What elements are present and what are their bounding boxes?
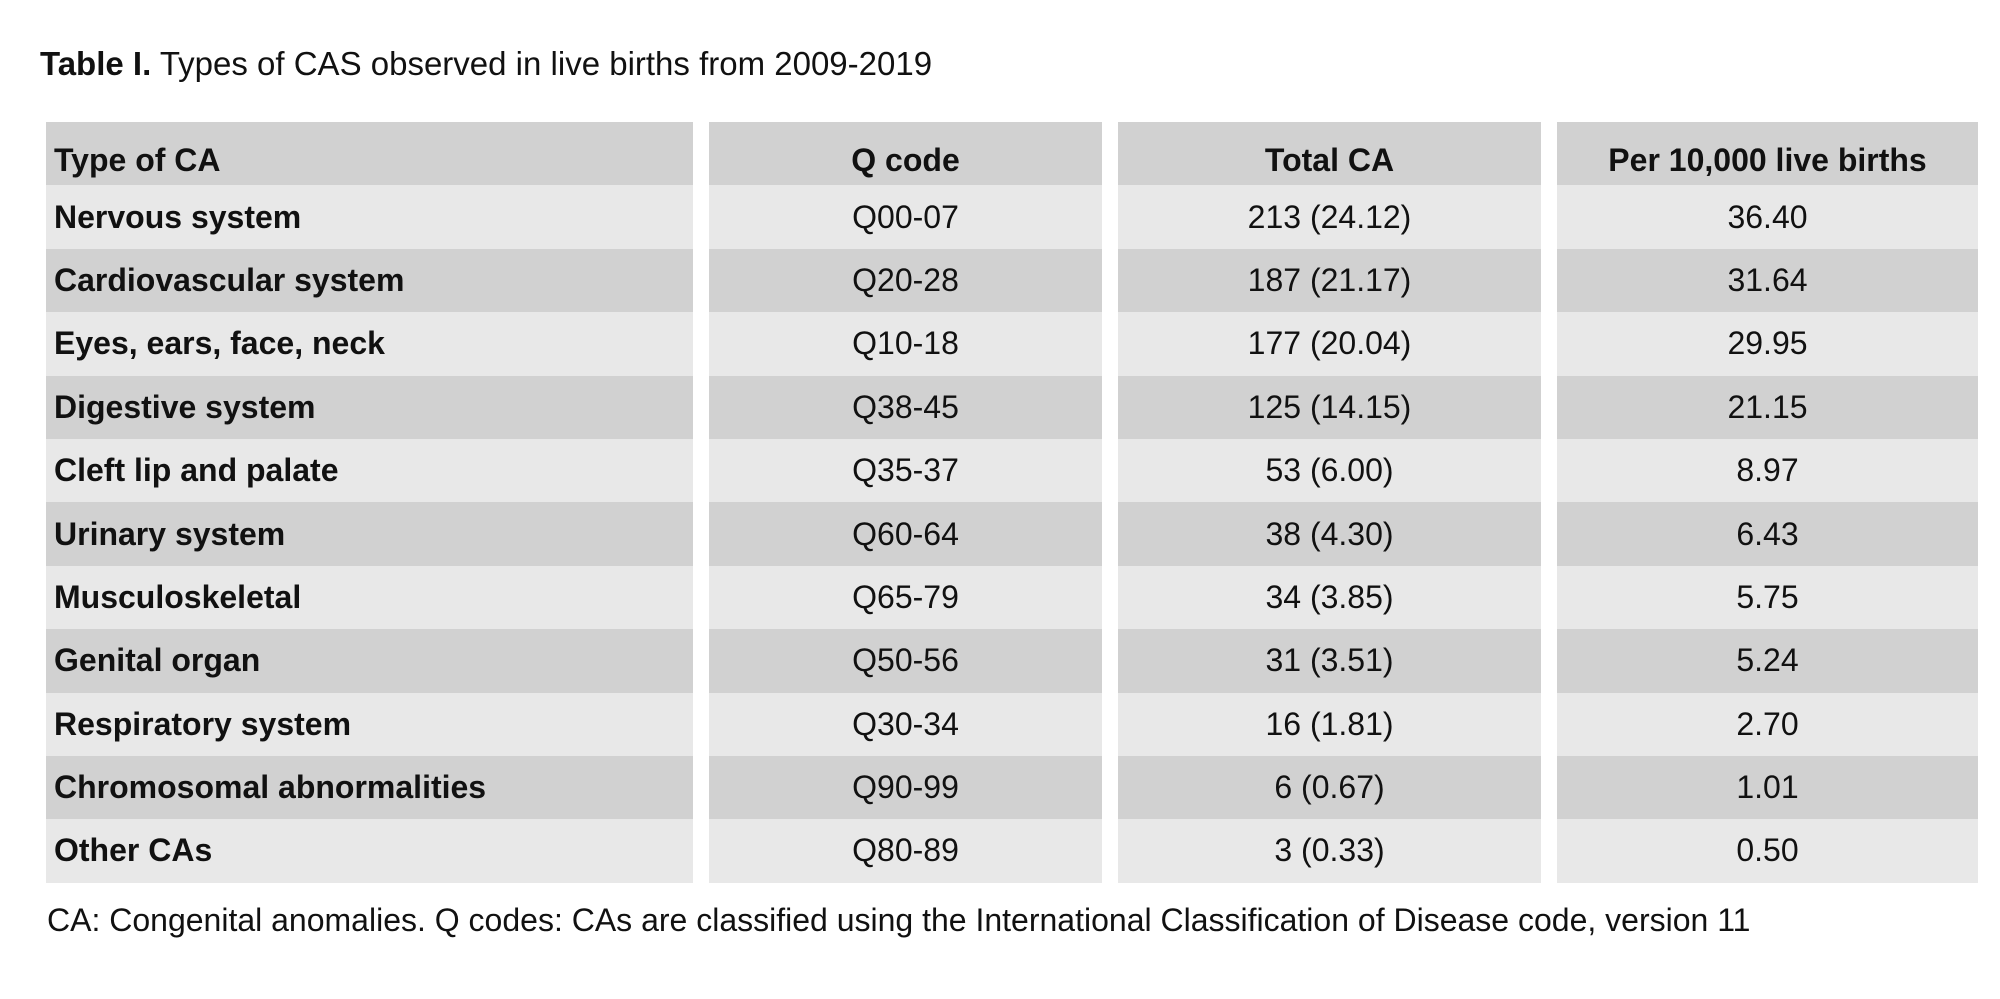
cell-type-of-ca: Cardiovascular system bbox=[46, 248, 693, 313]
cell-per-10000: 21.15 bbox=[1557, 375, 1978, 439]
table-row: Nervous system Q00-07 213 (24.12) 36.40 bbox=[46, 185, 1978, 249]
table-caption-text: Types of CAS observed in live births fro… bbox=[159, 45, 933, 82]
table-row: Digestive system Q38-45 125 (14.15) 21.1… bbox=[46, 375, 1978, 439]
table-caption: Table I. Types of CAS observed in live b… bbox=[40, 40, 932, 88]
header-per-10000: Per 10,000 live births bbox=[1557, 122, 1978, 186]
cell-total-ca: 177 (20.04) bbox=[1118, 312, 1541, 376]
cell-per-10000: 29.95 bbox=[1557, 312, 1978, 376]
cell-type-of-ca: Other CAs bbox=[46, 819, 693, 883]
cell-total-ca: 125 (14.15) bbox=[1118, 375, 1541, 439]
table-caption-label: Table I. bbox=[40, 45, 152, 82]
cell-type-of-ca: Eyes, ears, face, neck bbox=[46, 312, 693, 376]
cell-q-code: Q60-64 bbox=[709, 502, 1102, 566]
cell-type-of-ca: Respiratory system bbox=[46, 692, 693, 756]
cell-per-10000: 2.70 bbox=[1557, 692, 1978, 756]
table-row: Cleft lip and palate Q35-37 53 (6.00) 8.… bbox=[46, 438, 1978, 503]
cell-per-10000: 8.97 bbox=[1557, 438, 1978, 503]
cell-type-of-ca: Urinary system bbox=[46, 502, 693, 566]
table-row: Eyes, ears, face, neck Q10-18 177 (20.04… bbox=[46, 312, 1978, 376]
table-row: Urinary system Q60-64 38 (4.30) 6.43 bbox=[46, 502, 1978, 566]
table-footnote: CA: Congenital anomalies. Q codes: CAs a… bbox=[47, 902, 1751, 938]
table-row: Other CAs Q80-89 3 (0.33) 0.50 bbox=[46, 819, 1978, 883]
cell-total-ca: 187 (21.17) bbox=[1118, 248, 1541, 313]
cell-per-10000: 36.40 bbox=[1557, 185, 1978, 249]
cell-total-ca: 6 (0.67) bbox=[1118, 755, 1541, 820]
cell-q-code: Q35-37 bbox=[709, 438, 1102, 503]
header-total-ca: Total CA bbox=[1118, 122, 1541, 186]
table-row: Respiratory system Q30-34 16 (1.81) 2.70 bbox=[46, 692, 1978, 756]
cell-total-ca: 16 (1.81) bbox=[1118, 692, 1541, 756]
cell-total-ca: 213 (24.12) bbox=[1118, 185, 1541, 249]
cell-q-code: Q90-99 bbox=[709, 755, 1102, 820]
table-row: Chromosomal abnormalities Q90-99 6 (0.67… bbox=[46, 755, 1978, 820]
cell-total-ca: 34 (3.85) bbox=[1118, 565, 1541, 630]
cell-per-10000: 0.50 bbox=[1557, 819, 1978, 883]
cell-type-of-ca: Chromosomal abnormalities bbox=[46, 755, 693, 820]
cell-per-10000: 5.24 bbox=[1557, 629, 1978, 693]
table-header-row: Type of CA Q code Total CA Per 10,000 li… bbox=[46, 122, 1978, 186]
cell-total-ca: 38 (4.30) bbox=[1118, 502, 1541, 566]
table-row: Cardiovascular system Q20-28 187 (21.17)… bbox=[46, 248, 1978, 313]
data-table: Type of CA Q code Total CA Per 10,000 li… bbox=[46, 122, 1978, 883]
cell-q-code: Q80-89 bbox=[709, 819, 1102, 883]
cell-q-code: Q50-56 bbox=[709, 629, 1102, 693]
cell-type-of-ca: Nervous system bbox=[46, 185, 693, 249]
cell-per-10000: 31.64 bbox=[1557, 248, 1978, 313]
cell-q-code: Q00-07 bbox=[709, 185, 1102, 249]
header-q-code: Q code bbox=[709, 122, 1102, 186]
cell-q-code: Q65-79 bbox=[709, 565, 1102, 630]
cell-q-code: Q38-45 bbox=[709, 375, 1102, 439]
cell-total-ca: 53 (6.00) bbox=[1118, 438, 1541, 503]
table-row: Genital organ Q50-56 31 (3.51) 5.24 bbox=[46, 629, 1978, 693]
cell-q-code: Q30-34 bbox=[709, 692, 1102, 756]
cell-type-of-ca: Musculoskeletal bbox=[46, 565, 693, 630]
cell-type-of-ca: Digestive system bbox=[46, 375, 693, 439]
cell-per-10000: 6.43 bbox=[1557, 502, 1978, 566]
cell-per-10000: 1.01 bbox=[1557, 755, 1978, 820]
header-type-of-ca: Type of CA bbox=[46, 122, 693, 186]
cell-total-ca: 31 (3.51) bbox=[1118, 629, 1541, 693]
cell-per-10000: 5.75 bbox=[1557, 565, 1978, 630]
table-row: Musculoskeletal Q65-79 34 (3.85) 5.75 bbox=[46, 565, 1978, 630]
cell-type-of-ca: Cleft lip and palate bbox=[46, 438, 693, 503]
cell-q-code: Q20-28 bbox=[709, 248, 1102, 313]
cell-q-code: Q10-18 bbox=[709, 312, 1102, 376]
cell-type-of-ca: Genital organ bbox=[46, 629, 693, 693]
cell-total-ca: 3 (0.33) bbox=[1118, 819, 1541, 883]
